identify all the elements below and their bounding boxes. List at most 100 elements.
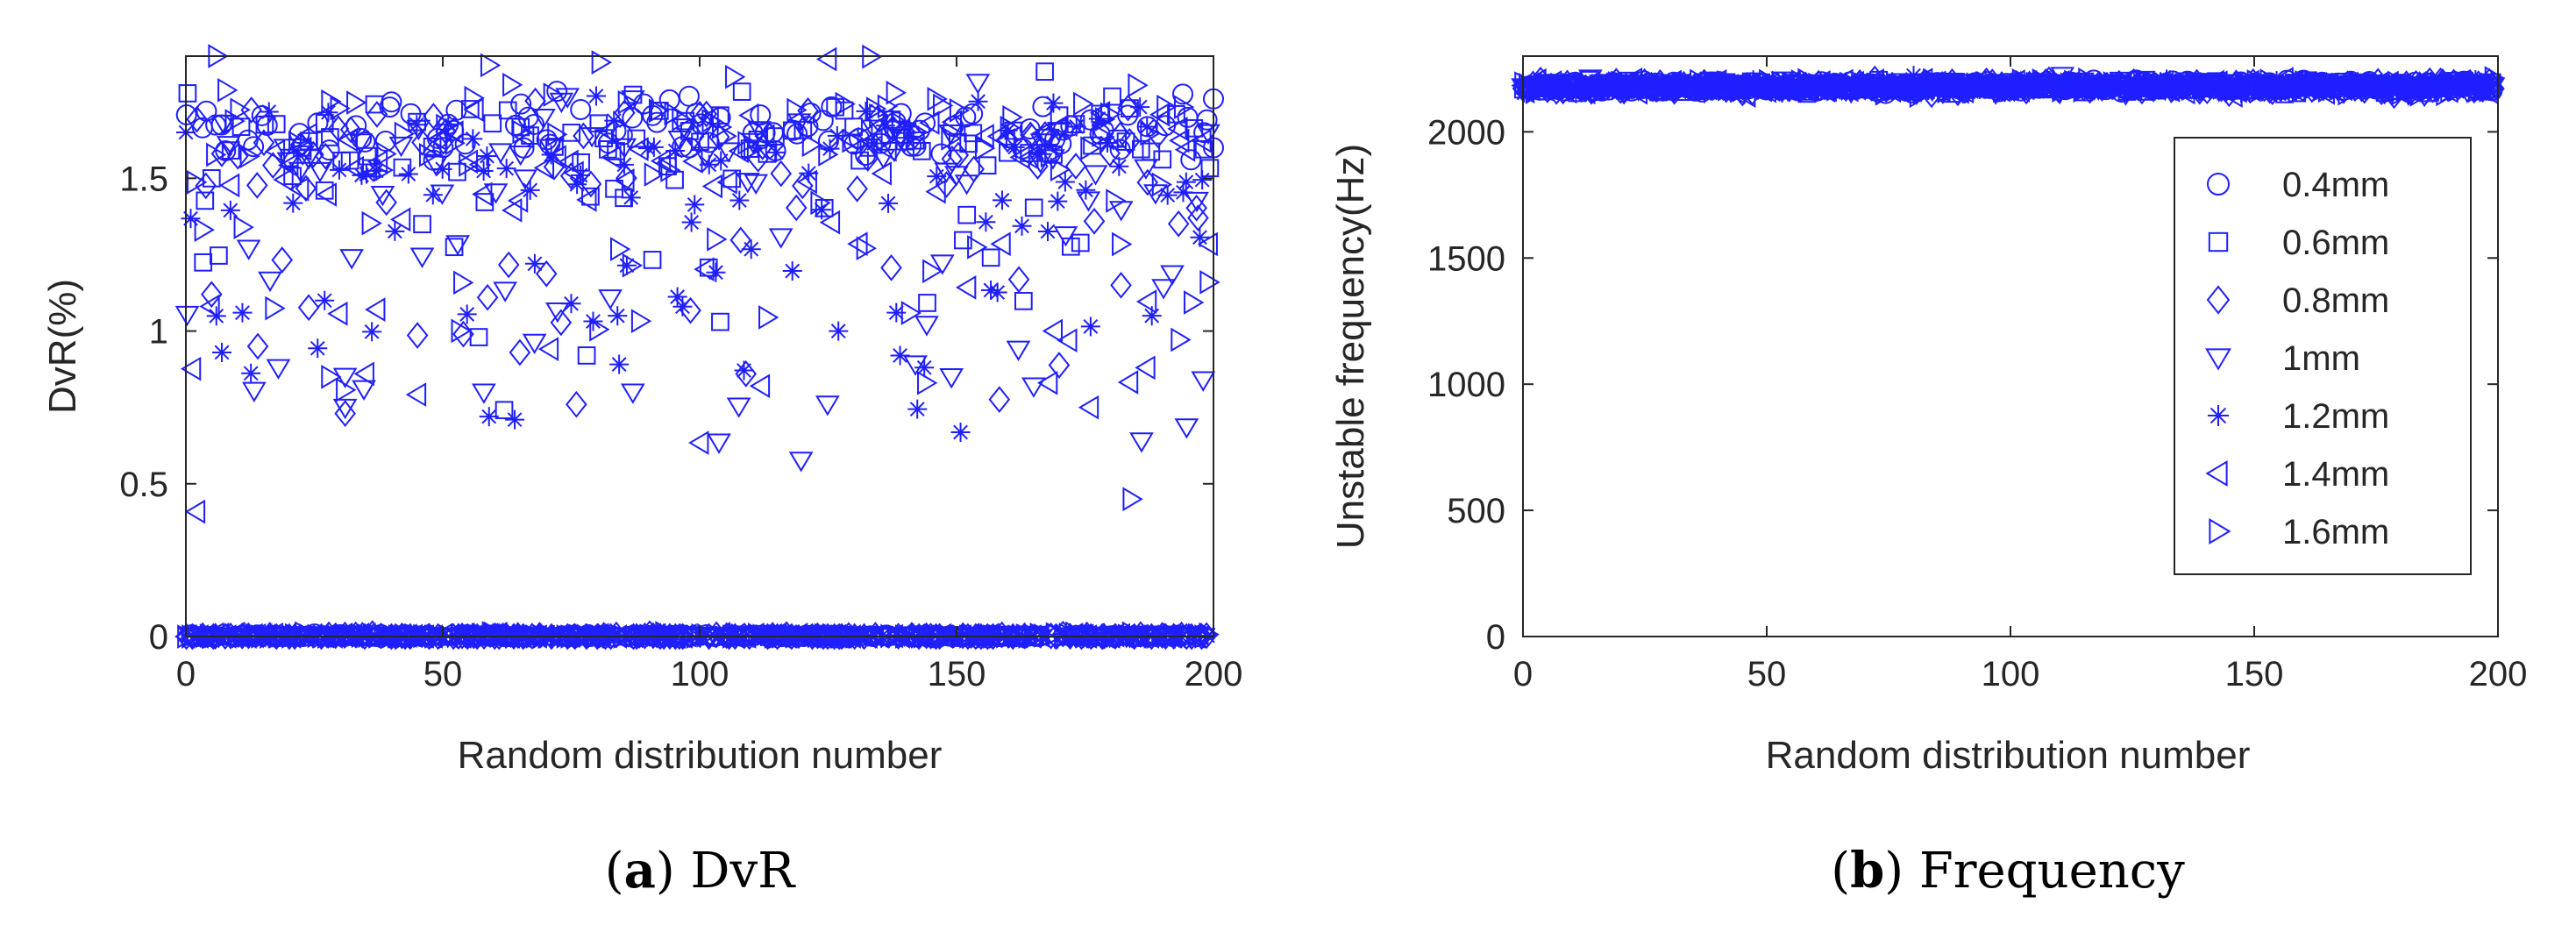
chart-b-legend-label: 0.8mm xyxy=(2282,281,2389,320)
chart-a-point-1.4mm xyxy=(754,124,775,149)
chart-b-point-1.6mm xyxy=(1832,72,1854,97)
chart-b-x-ticks: 0 50 100 150 200 xyxy=(1513,56,2527,694)
chart-a-point-1mm xyxy=(445,235,470,256)
chart-a-point-0.8mm xyxy=(963,155,985,183)
chart-a-point-0.6mm xyxy=(210,246,228,265)
chart-b-point-1.4mm xyxy=(1790,75,1811,101)
chart-a-point-1.2mm xyxy=(890,345,910,366)
chart-b-legend-marker xyxy=(2207,173,2230,196)
chart-a-point-1mm xyxy=(1191,371,1216,392)
chart-b-legend-marker xyxy=(2205,348,2231,371)
chart-b-point-1.6mm xyxy=(2103,71,2124,96)
chart-a-point-1.6mm xyxy=(617,89,638,115)
chart-a-point-1.2mm xyxy=(734,360,754,381)
chart-a-x-ticks: 0 50 100 150 200 xyxy=(176,56,1242,694)
chart-a-point-1.6mm xyxy=(886,80,907,105)
chart-a-point-1.2mm xyxy=(1012,216,1032,236)
chart-a-point-0.8mm xyxy=(366,101,388,128)
chart-a-point-1.2mm xyxy=(423,185,443,205)
chart-a-point-1.2mm xyxy=(616,255,637,275)
chart-a-point-0.8mm xyxy=(195,172,217,200)
chart-a-point-1mm xyxy=(1185,191,1209,213)
chart-a-point-1.6mm xyxy=(361,210,382,236)
chart-a-point-1.4mm xyxy=(316,182,338,207)
chart-a-point-1.2mm xyxy=(463,129,483,149)
chart-a-point-0.6mm xyxy=(1014,291,1033,310)
chart-a-point-0.8mm xyxy=(339,116,362,144)
chart-b-point-1.6mm xyxy=(1553,75,1574,100)
chart-a-point-0.8mm xyxy=(1119,127,1141,155)
chart-a-point-1.6mm xyxy=(842,128,863,153)
chart-a-point-1mm xyxy=(1174,418,1199,439)
chart-a-point-0.8mm xyxy=(1117,94,1139,122)
chart-a-point-0.6mm xyxy=(699,258,718,277)
chart-b-point-1.6mm xyxy=(1703,69,1725,95)
chart-a-point-1.4mm xyxy=(682,149,703,174)
chart-b-legend-marker xyxy=(2208,405,2229,426)
chart-a-point-0.6mm xyxy=(498,101,517,120)
chart-a-point-1.2mm xyxy=(362,322,382,342)
chart-a-point-0.4mm xyxy=(1180,149,1202,171)
chart-a-point-1mm xyxy=(736,173,760,194)
chart-a-point-1.2mm xyxy=(432,159,452,179)
chart-a-point-1.4mm xyxy=(1046,115,1067,140)
chart-b-point-1.6mm xyxy=(2484,66,2506,91)
chart-a-point-1mm xyxy=(493,281,518,302)
chart-a-point-1.4mm xyxy=(1169,128,1190,153)
chart-a-point-1.4mm xyxy=(1009,145,1030,170)
chart-a-point-1mm xyxy=(598,289,623,310)
chart-a-point-1.6mm xyxy=(1173,95,1195,120)
chart-a-point-1.6mm xyxy=(239,144,260,169)
chart-a-point-1.2mm xyxy=(604,110,624,131)
chart-a-point-1.6mm xyxy=(436,113,457,139)
chart-a-point-0.6mm xyxy=(1167,104,1185,124)
chart-a-point-0.8mm xyxy=(406,322,429,349)
chart-a-point-0.6mm xyxy=(1185,118,1204,138)
chart-b-point-1.6mm xyxy=(1548,77,1569,103)
chart-a-point-0.6mm xyxy=(577,346,596,365)
chart-a-point-0.8mm xyxy=(566,390,587,418)
chart-a-point-1.6mm xyxy=(299,623,321,648)
chart-a-point-1.2mm xyxy=(1048,191,1068,211)
chart-a-point-1.2mm xyxy=(987,282,1007,302)
chart-a-point-1.2mm xyxy=(1076,180,1096,200)
chart-a: 0 50 100 150 200 0 0.5 1 1.5 DvR(%) Random dist… xyxy=(41,44,1242,900)
chart-a-point-1.2mm xyxy=(729,190,750,210)
chart-a-x-tick-label: 50 xyxy=(423,655,463,694)
chart-b-point-1.6mm xyxy=(1587,75,1609,101)
chart-a-point-0.6mm xyxy=(393,158,412,177)
chart-a-point-1mm xyxy=(409,247,435,268)
chart-a-point-1.4mm xyxy=(941,110,963,134)
chart-a-point-1mm xyxy=(1021,377,1046,398)
chart-b-point-1.6mm xyxy=(2255,74,2276,99)
chart-a-point-1mm xyxy=(1053,226,1078,247)
chart-a-point-1.6mm xyxy=(1034,623,1055,648)
chart-a-point-1.4mm xyxy=(919,110,940,135)
chart-a-point-0.6mm xyxy=(844,117,863,136)
chart-a-point-0.8mm xyxy=(476,283,499,311)
chart-b-legend-label: 1.6mm xyxy=(2282,513,2389,551)
chart-a-point-1.4mm xyxy=(1036,370,1058,395)
chart-a-point-1.6mm xyxy=(1112,231,1133,257)
chart-b-point-1.6mm xyxy=(2338,81,2359,106)
chart-a-point-1.2mm xyxy=(524,253,544,274)
chart-a-point-1.6mm xyxy=(376,141,397,167)
chart-a-point-1mm xyxy=(388,136,414,158)
chart-a-point-1.2mm xyxy=(1109,156,1129,176)
chart-a-point-0.4mm xyxy=(1172,83,1194,105)
chart-a-point-1.4mm xyxy=(353,361,374,387)
chart-b-point-1.6mm xyxy=(1894,74,1915,99)
chart-a-point-1.6mm xyxy=(737,131,758,155)
chart-b-y-tick-label: 0 xyxy=(1486,618,1505,657)
chart-a-y-tick-label: 0.5 xyxy=(119,466,168,504)
chart-a-point-1.4mm xyxy=(1191,128,1212,153)
chart-a-point-1.2mm xyxy=(505,409,525,430)
chart-a-point-1mm xyxy=(788,452,814,473)
chart-a-point-1mm xyxy=(881,141,907,163)
chart-a-point-0.4mm xyxy=(905,135,927,157)
chart-a-point-1.2mm xyxy=(457,304,477,324)
chart-a-point-1mm xyxy=(1143,184,1168,205)
chart-a-point-1.2mm xyxy=(685,195,705,215)
chart-a-point-1.6mm xyxy=(697,623,718,648)
chart-b-point-1.6mm xyxy=(2110,72,2131,96)
